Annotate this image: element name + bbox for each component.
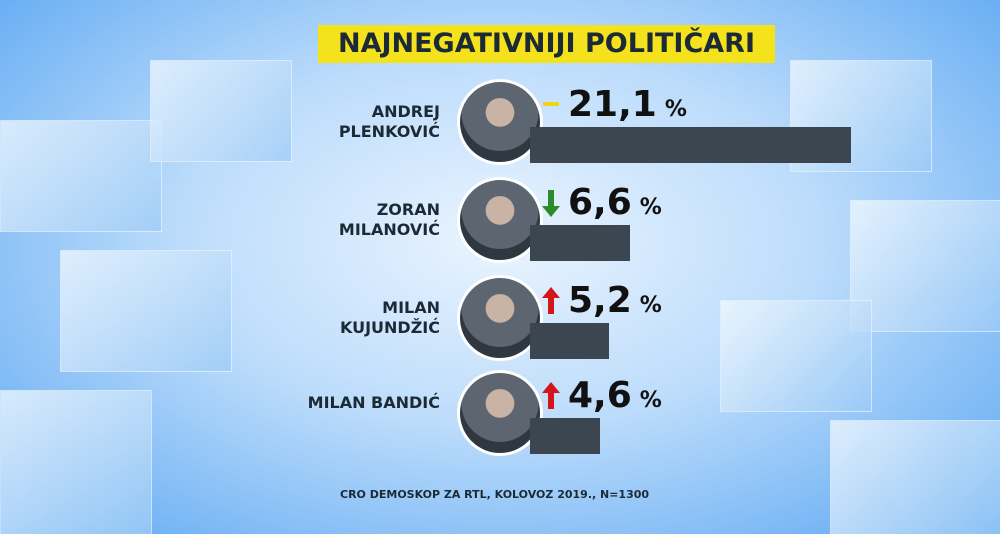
value-label: 6,6 xyxy=(568,182,632,223)
chart-title: NAJNEGATIVNIJI POLITIČARI xyxy=(318,25,775,63)
trend-icon xyxy=(542,381,560,409)
background-cube xyxy=(830,420,1000,534)
photo xyxy=(457,177,543,263)
trend-icon xyxy=(542,286,560,314)
value-group: 21,1% xyxy=(540,84,687,125)
bar xyxy=(530,127,851,163)
category-label: ANDREJ PLENKOVIĆ xyxy=(338,102,440,141)
trend-icon xyxy=(543,101,559,106)
photo xyxy=(457,275,543,361)
category-label: MILAN BANDIĆ xyxy=(307,393,440,412)
bar xyxy=(530,225,631,261)
category-label: ZORAN MILANOVIĆ xyxy=(338,200,440,239)
value-label: 5,2 xyxy=(568,280,632,321)
bar xyxy=(530,323,610,359)
unit-label: % xyxy=(639,195,662,220)
photo xyxy=(457,79,543,165)
category-label: MILAN KUJUNDŽIĆ xyxy=(339,298,440,337)
bar xyxy=(530,418,600,454)
unit-label: % xyxy=(639,293,662,318)
background-cube xyxy=(60,250,232,372)
source-note: CRO DEMOSKOP ZA RTL, KOLOVOZ 2019., N=13… xyxy=(340,488,650,501)
trend-icon xyxy=(542,189,560,217)
value-label: 21,1 xyxy=(568,84,657,125)
unit-label: % xyxy=(664,97,687,122)
background-cube xyxy=(720,300,872,412)
background-cube xyxy=(150,60,292,162)
unit-label: % xyxy=(639,388,662,413)
value-group: 4,6% xyxy=(540,375,662,416)
background-cube xyxy=(0,390,152,534)
value-group: 6,6% xyxy=(540,182,662,223)
value-label: 4,6 xyxy=(568,375,632,416)
background-cube xyxy=(850,200,1000,332)
value-group: 5,2% xyxy=(540,280,662,321)
background-cube xyxy=(0,120,162,232)
photo xyxy=(457,370,543,456)
